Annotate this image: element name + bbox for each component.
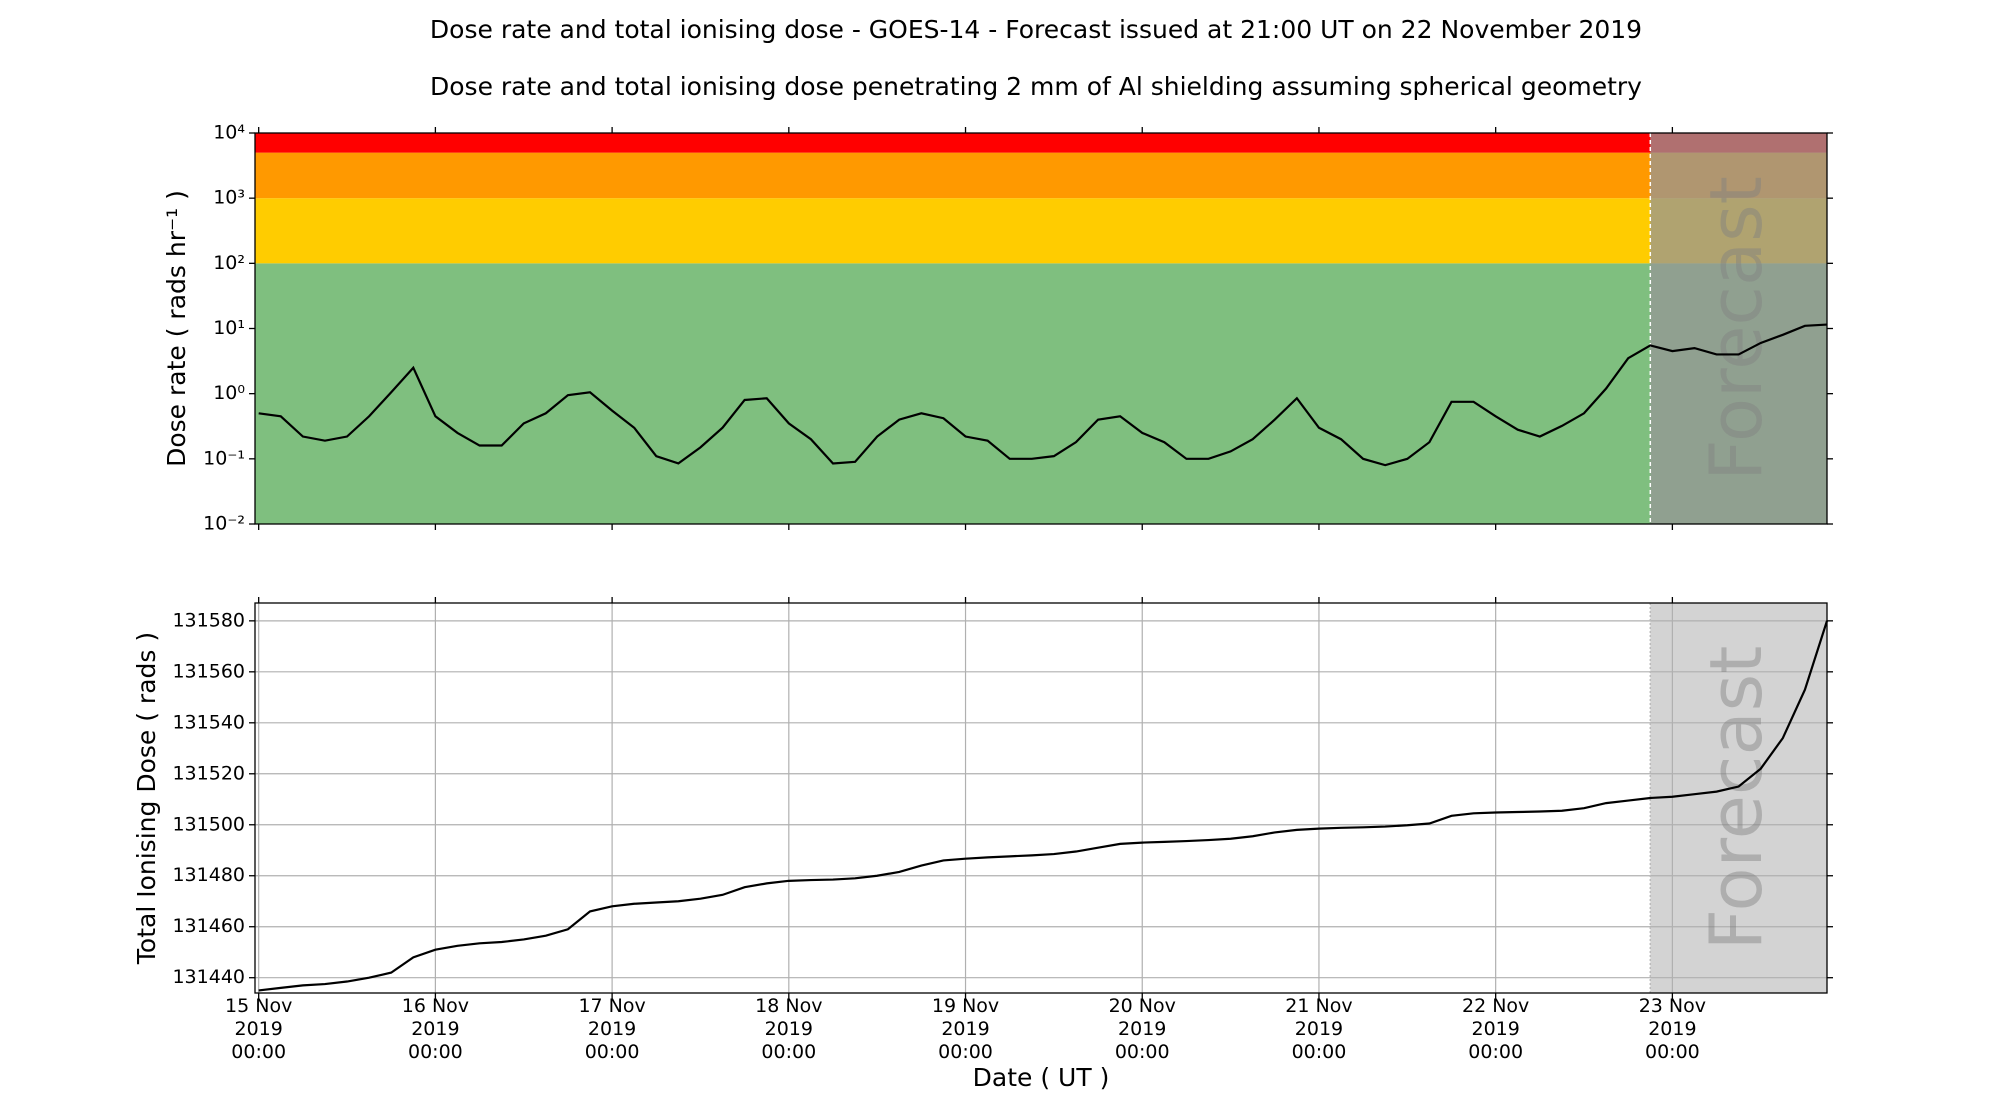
x-tick-label: 19 Nov 2019 00:00 bbox=[932, 995, 999, 1063]
y-axis-label: Dose rate ( rads hr⁻¹ ) bbox=[162, 190, 191, 467]
forecast-label: Forecast bbox=[1694, 646, 1778, 951]
x-tick-label-line: 17 Nov bbox=[578, 995, 645, 1017]
x-tick-label: 23 Nov 2019 00:00 bbox=[1639, 995, 1706, 1063]
x-tick-label: 20 Nov 2019 00:00 bbox=[1109, 995, 1176, 1063]
x-tick-label-line: 15 Nov bbox=[225, 995, 292, 1017]
x-tick-label-line: 2019 bbox=[941, 1018, 989, 1040]
x-tick-label: 16 Nov 2019 00:00 bbox=[402, 995, 469, 1063]
x-tick-label-line: 2019 bbox=[588, 1018, 636, 1040]
threshold-band bbox=[255, 133, 1827, 153]
chart-subtitle: Dose rate and total ionising dose penetr… bbox=[430, 72, 1642, 101]
y-tick-label: 131560 bbox=[172, 660, 245, 682]
x-axis-label: Date ( UT ) bbox=[973, 1063, 1110, 1092]
y-tick-label: 131460 bbox=[172, 915, 245, 937]
y-axis-label: Total Ionising Dose ( rads ) bbox=[132, 632, 161, 965]
x-tick-label-line: 00:00 bbox=[938, 1041, 993, 1063]
data-line bbox=[258, 323, 1828, 467]
x-tick-label-line: 00:00 bbox=[1645, 1041, 1700, 1063]
y-tick-label: 131540 bbox=[172, 711, 245, 733]
x-tick-label-line: 2019 bbox=[411, 1018, 459, 1040]
y-tick-label: 10² bbox=[213, 252, 245, 274]
y-tick-label: 10⁴ bbox=[213, 122, 245, 144]
y-tick-label: 131480 bbox=[172, 864, 245, 886]
x-tick-label-line: 2019 bbox=[1471, 1018, 1519, 1040]
x-tick-label-line: 20 Nov bbox=[1109, 995, 1176, 1017]
x-tick-label-line: 00:00 bbox=[761, 1041, 816, 1063]
threshold-band bbox=[255, 263, 1827, 524]
x-tick-label-line: 2019 bbox=[1295, 1018, 1343, 1040]
x-tick-label-line: 00:00 bbox=[408, 1041, 463, 1063]
x-tick-label-line: 00:00 bbox=[1292, 1041, 1347, 1063]
x-tick-label: 21 Nov 2019 00:00 bbox=[1285, 995, 1352, 1063]
y-tick-label: 10⁻² bbox=[203, 513, 245, 535]
x-tick-label-line: 21 Nov bbox=[1285, 995, 1352, 1017]
x-tick-label: 17 Nov 2019 00:00 bbox=[578, 995, 645, 1063]
x-tick-label-line: 00:00 bbox=[231, 1041, 286, 1063]
y-tick-label: 10⁰ bbox=[213, 382, 245, 404]
x-tick-label-line: 2019 bbox=[1648, 1018, 1696, 1040]
y-tick-label: 10¹ bbox=[213, 317, 245, 339]
threshold-band bbox=[255, 198, 1827, 264]
forecast-label: Forecast bbox=[1694, 176, 1778, 481]
y-tick-label: 131440 bbox=[172, 966, 245, 988]
threshold-band bbox=[255, 152, 1827, 199]
x-tick-label: 15 Nov 2019 00:00 bbox=[225, 995, 292, 1063]
x-tick-label-line: 16 Nov bbox=[402, 995, 469, 1017]
x-tick-label-line: 19 Nov bbox=[932, 995, 999, 1017]
x-tick-label-line: 00:00 bbox=[1115, 1041, 1170, 1063]
chart-title: Dose rate and total ionising dose - GOES… bbox=[430, 15, 1642, 44]
x-tick-label: 22 Nov 2019 00:00 bbox=[1462, 995, 1529, 1063]
data-line bbox=[258, 620, 1829, 992]
x-tick-label-line: 00:00 bbox=[1468, 1041, 1523, 1063]
x-tick-label-line: 22 Nov bbox=[1462, 995, 1529, 1017]
y-tick-label: 10³ bbox=[213, 187, 245, 209]
x-tick-label: 18 Nov 2019 00:00 bbox=[755, 995, 822, 1063]
plot-frame bbox=[254, 602, 1828, 994]
x-tick-label-line: 00:00 bbox=[585, 1041, 640, 1063]
x-tick-label-line: 18 Nov bbox=[755, 995, 822, 1017]
y-tick-label: 131500 bbox=[172, 813, 245, 835]
x-tick-label-line: 2019 bbox=[235, 1018, 283, 1040]
x-tick-label-line: 2019 bbox=[765, 1018, 813, 1040]
y-tick-label: 10⁻¹ bbox=[203, 447, 245, 469]
y-tick-label: 131520 bbox=[172, 762, 245, 784]
x-tick-label-line: 23 Nov bbox=[1639, 995, 1706, 1017]
x-tick-label-line: 2019 bbox=[1118, 1018, 1166, 1040]
forecast-region bbox=[1650, 603, 1827, 993]
y-tick-label: 131580 bbox=[172, 609, 245, 631]
